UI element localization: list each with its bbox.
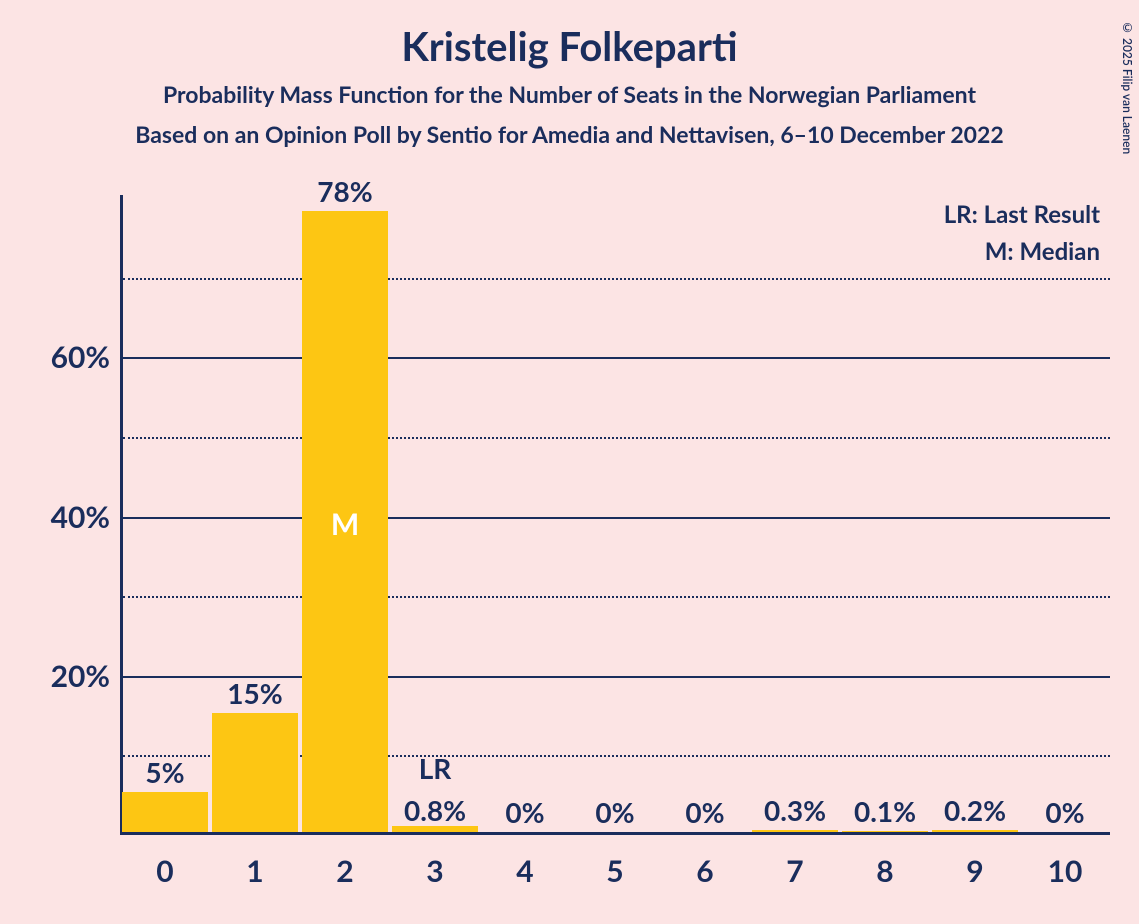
- bar-value-label: 0%: [1045, 795, 1084, 829]
- chart-title: Kristelig Folkeparti: [0, 0, 1139, 70]
- x-tick-label: 3: [426, 853, 443, 889]
- bar: [932, 830, 1018, 832]
- bar-value-label: 15%: [227, 676, 282, 710]
- bar-value-label: 5%: [145, 755, 184, 789]
- bar-value-label: 0.8%: [404, 793, 466, 827]
- copyright-text: © 2025 Filip van Laenen: [1120, 20, 1135, 154]
- bar: [212, 713, 298, 832]
- x-tick-label: 7: [786, 853, 803, 889]
- bar-value-label: 0.2%: [944, 793, 1006, 827]
- gridline-major: [123, 517, 1110, 519]
- chart-subtitle-1: Probability Mass Function for the Number…: [0, 80, 1139, 108]
- bar-value-label: 0%: [595, 795, 634, 829]
- y-tick-label: 20%: [10, 658, 110, 694]
- y-tick-label: 60%: [10, 339, 110, 375]
- bar-value-label: 0%: [685, 795, 724, 829]
- gridline-minor: [123, 596, 1110, 598]
- legend-m: M: Median: [944, 237, 1100, 266]
- bar-value-label: 0%: [505, 795, 544, 829]
- y-tick-label: 40%: [10, 499, 110, 535]
- x-tick-label: 10: [1048, 853, 1083, 889]
- bar: [752, 830, 838, 832]
- gridline-major: [123, 357, 1110, 359]
- bar: [842, 831, 928, 832]
- x-tick-label: 4: [516, 853, 533, 889]
- x-tick-label: 9: [966, 853, 983, 889]
- x-tick-label: 5: [606, 853, 623, 889]
- bar-value-label: 0.3%: [764, 793, 826, 827]
- last-result-marker: LR: [419, 751, 452, 785]
- gridline-minor: [123, 278, 1110, 280]
- bar-value-label: 0.1%: [854, 794, 916, 828]
- gridline-minor: [123, 437, 1110, 439]
- x-axis-line: [120, 832, 1110, 835]
- chart-subtitle-2: Based on an Opinion Poll by Sentio for A…: [0, 120, 1139, 148]
- x-tick-label: 2: [336, 853, 353, 889]
- x-tick-label: 1: [246, 853, 263, 889]
- x-tick-label: 0: [156, 853, 173, 889]
- y-axis-line: [120, 195, 123, 835]
- chart-plot-area: LR: Last Result M: Median 20%40%60%5%015…: [120, 195, 1110, 835]
- chart-legend: LR: Last Result M: Median: [944, 200, 1100, 274]
- median-marker: M: [331, 506, 359, 542]
- bar: [122, 792, 208, 832]
- legend-lr: LR: Last Result: [944, 200, 1100, 229]
- x-tick-label: 6: [696, 853, 713, 889]
- bar-value-label: 78%: [317, 174, 372, 208]
- x-tick-label: 8: [876, 853, 893, 889]
